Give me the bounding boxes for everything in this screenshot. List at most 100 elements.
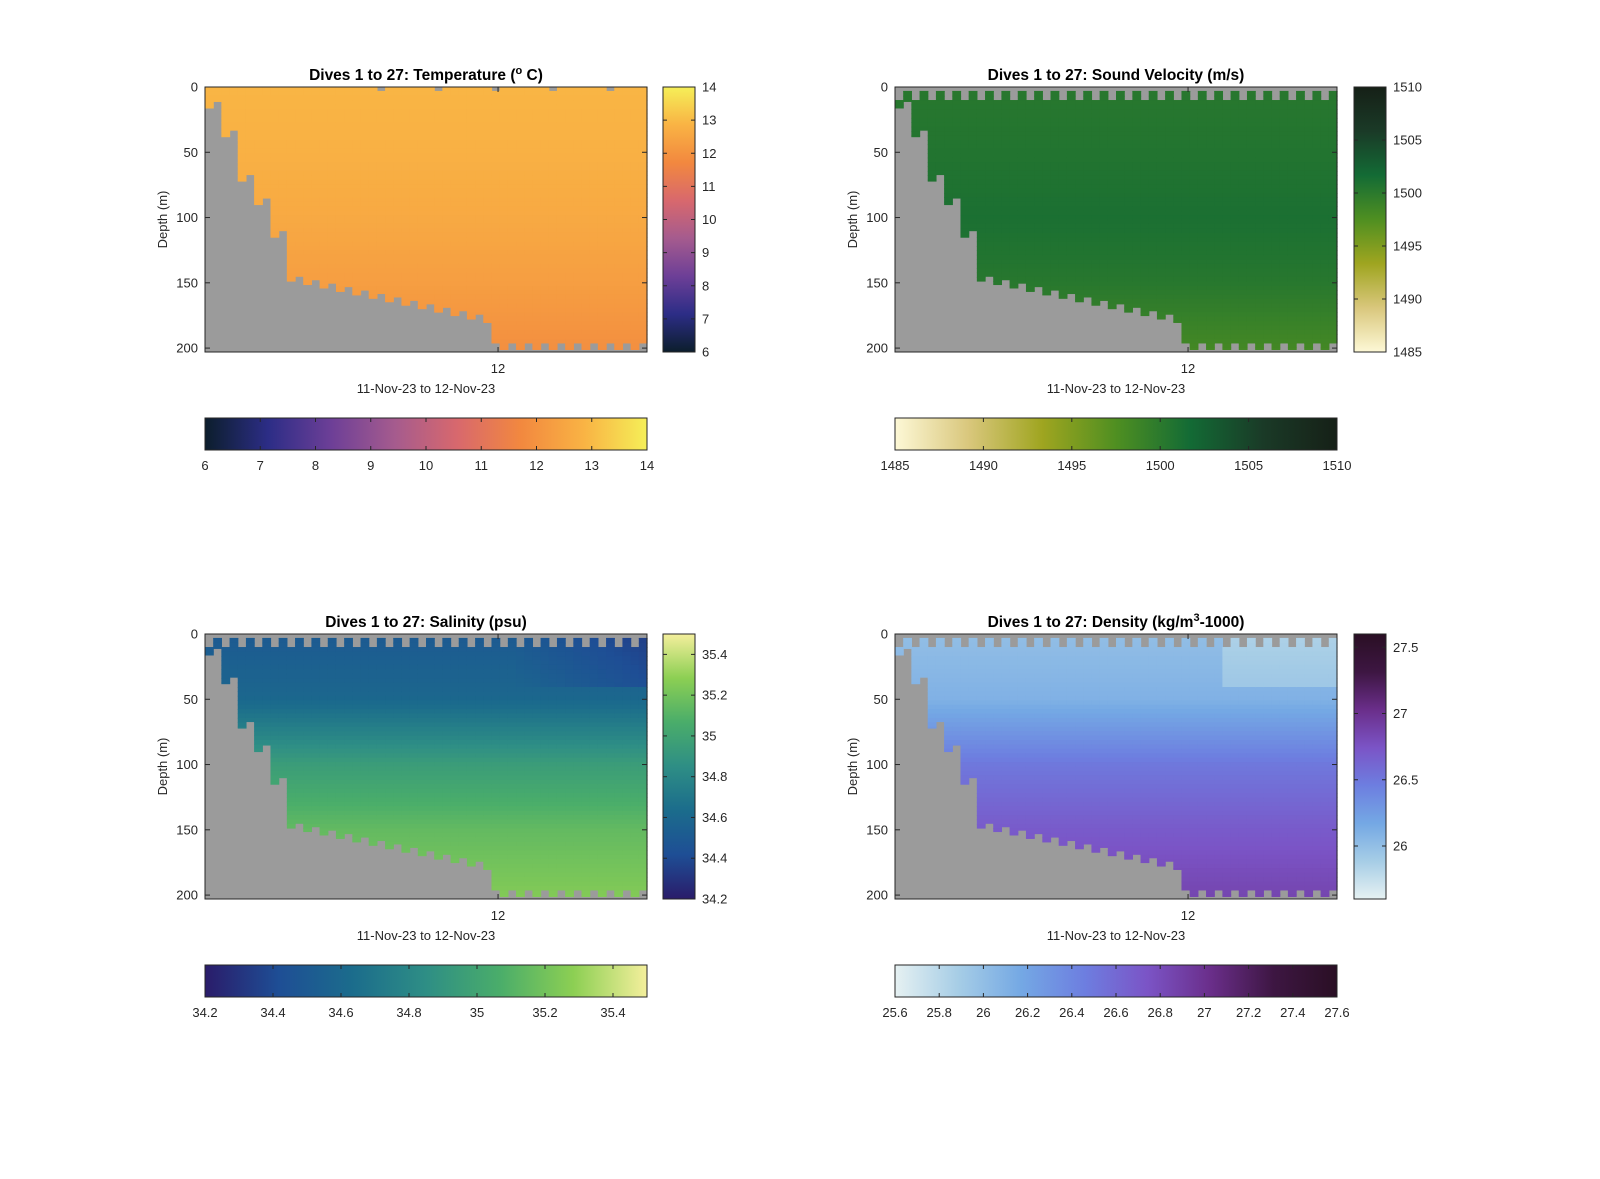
- heatmap-cell: [278, 215, 288, 221]
- heatmap-cell: [1279, 162, 1289, 168]
- heatmap-cell: [1222, 135, 1232, 141]
- heatmap-cell: [516, 179, 525, 185]
- heatmap-cell: [426, 206, 435, 212]
- heatmap-cell: [1140, 272, 1150, 278]
- heatmap-cell: [1034, 193, 1043, 199]
- heatmap-cell: [1296, 210, 1305, 216]
- heatmap-cell: [630, 263, 640, 269]
- heatmap-cell: [1238, 347, 1248, 350]
- heatmap-cell: [1181, 281, 1191, 287]
- heatmap-cell: [1222, 175, 1232, 181]
- heatmap-cell: [1165, 113, 1174, 119]
- heatmap-cell: [1025, 201, 1035, 207]
- heatmap-cell: [1312, 290, 1322, 296]
- heatmap-cell: [1025, 162, 1035, 168]
- heatmap-cell: [1148, 148, 1158, 154]
- heatmap-cell: [1034, 188, 1043, 194]
- heatmap-cell: [385, 259, 394, 265]
- heatmap-cell: [1083, 268, 1093, 274]
- heatmap-cell: [1075, 170, 1084, 176]
- heatmap-cell: [483, 109, 493, 115]
- heatmap-cell: [548, 148, 558, 154]
- heatmap-cell: [532, 179, 542, 185]
- heatmap-cell: [1034, 95, 1043, 101]
- heatmap-cell: [532, 263, 542, 269]
- heatmap-cell: [245, 117, 255, 123]
- heatmap-cell: [426, 281, 435, 287]
- heatmap-cell: [1296, 144, 1305, 150]
- heatmap-cell: [606, 131, 615, 137]
- heatmap-cell: [1238, 162, 1248, 168]
- heatmap-cell: [1197, 223, 1207, 229]
- heatmap-cell: [1034, 272, 1043, 278]
- heatmap-cell: [245, 157, 255, 163]
- heatmap-cell: [935, 104, 945, 110]
- heatmap-cell: [491, 100, 501, 106]
- heatmap-cell: [1263, 215, 1273, 221]
- heatmap-cell: [1312, 179, 1322, 185]
- heatmap-cell: [565, 188, 574, 194]
- heatmap-cell: [556, 254, 566, 260]
- heatmap-cell: [1271, 179, 1281, 185]
- heatmap-cell: [1050, 131, 1060, 137]
- heatmap-cell: [532, 100, 542, 106]
- heatmap-cell: [352, 153, 362, 159]
- heatmap-cell: [548, 122, 558, 128]
- heatmap-cell: [606, 170, 615, 176]
- heatmap-cell: [1255, 184, 1264, 190]
- heatmap-cell: [409, 162, 419, 168]
- heatmap-cell: [1197, 210, 1207, 216]
- heatmap-cell: [1296, 193, 1305, 199]
- heatmap-cell: [311, 250, 321, 256]
- heatmap-cell: [622, 272, 632, 278]
- heatmap-cell: [614, 228, 624, 234]
- heatmap-cell: [516, 232, 525, 238]
- heatmap-cell: [985, 272, 994, 277]
- heatmap-cell: [1181, 126, 1191, 132]
- heatmap-cell: [286, 109, 296, 115]
- heatmap-cell: [1181, 263, 1191, 269]
- heatmap-cell: [376, 268, 386, 274]
- heatmap-cell: [1296, 263, 1305, 269]
- heatmap-cell: [1222, 153, 1232, 159]
- heatmap-cell: [507, 259, 517, 265]
- heatmap-cell: [499, 162, 509, 168]
- heatmap-cell: [1099, 140, 1109, 146]
- heatmap-cell: [1222, 166, 1232, 172]
- heatmap-cell: [1025, 219, 1035, 225]
- heatmap-cell: [401, 109, 411, 115]
- heatmap-cell: [458, 210, 468, 216]
- heatmap-cell: [1287, 162, 1297, 168]
- heatmap-cell: [270, 215, 280, 221]
- heatmap-cell: [376, 263, 386, 269]
- heatmap-cell: [344, 148, 353, 154]
- heatmap-cell: [295, 95, 304, 101]
- heatmap-cell: [1296, 175, 1305, 181]
- heatmap-cell: [1173, 250, 1183, 256]
- heatmap-cell: [1025, 140, 1035, 146]
- heatmap-cell: [1075, 281, 1084, 287]
- heatmap-cell: [1124, 232, 1133, 238]
- heatmap-cell: [1091, 153, 1101, 159]
- heatmap-cell: [426, 179, 435, 185]
- heatmap-cell: [1140, 157, 1150, 163]
- heatmap-cell: [565, 343, 574, 349]
- heatmap-cell: [237, 179, 247, 182]
- heatmap-cell: [1296, 228, 1305, 234]
- heatmap-cell: [1042, 140, 1052, 146]
- heatmap-cell: [1279, 206, 1289, 212]
- heatmap-cell: [1066, 170, 1076, 176]
- heatmap-cells: [895, 90, 1338, 350]
- heatmap-cell: [1263, 312, 1273, 318]
- heatmap-cell: [540, 237, 550, 243]
- heatmap-cell: [1156, 135, 1166, 141]
- heatmap-cell: [1287, 210, 1297, 216]
- heatmap-cell: [344, 104, 353, 110]
- heatmap-cell: [1263, 321, 1273, 327]
- heatmap-cell: [352, 179, 362, 185]
- heatmap-cell: [589, 316, 599, 322]
- heatmap-cell: [1148, 237, 1158, 243]
- heatmap-cell: [475, 166, 484, 172]
- heatmap-cell: [630, 281, 640, 287]
- heatmap-cell: [638, 170, 648, 176]
